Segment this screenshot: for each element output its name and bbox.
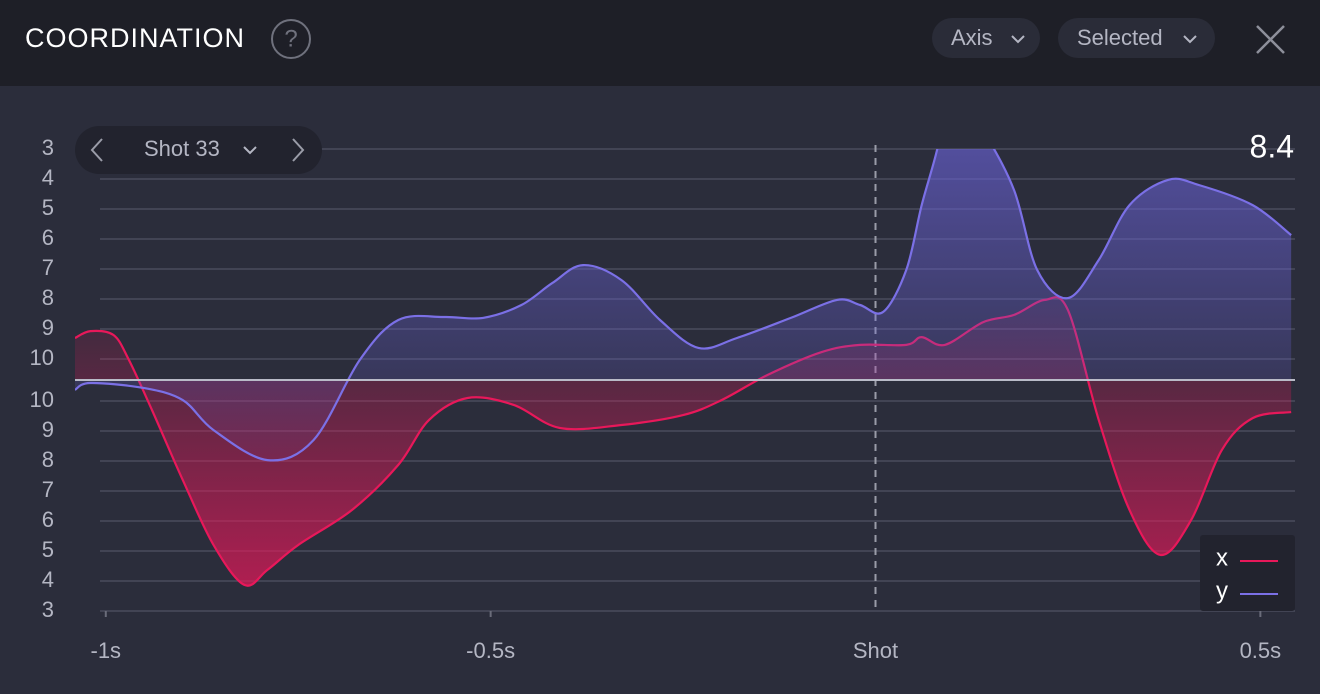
- y-tick-label: 10: [30, 345, 54, 370]
- series-layer: [75, 149, 1292, 587]
- legend-bg: [1200, 535, 1295, 611]
- shot-label: Shot 33: [144, 136, 220, 161]
- y-tick-label: 10: [30, 387, 54, 412]
- x-tick-label: Shot: [853, 638, 898, 663]
- series-line: [75, 149, 1292, 462]
- next-shot[interactable]: [292, 138, 305, 162]
- dropdown-bg: [1058, 18, 1215, 58]
- readout-value: 8.4: [1250, 128, 1294, 164]
- legend: xy: [1200, 535, 1295, 611]
- y-tick-label: 6: [42, 225, 54, 250]
- y-tick-label: 3: [42, 135, 54, 160]
- y-tick-label: 7: [42, 255, 54, 280]
- y-tick-label: 8: [42, 447, 54, 472]
- y-tick-label: 6: [42, 507, 54, 532]
- y-tick-label: 9: [42, 315, 54, 340]
- legend-label: y: [1216, 577, 1228, 604]
- dropdown-bg: [932, 18, 1040, 58]
- area-fill: [75, 149, 1292, 461]
- y-tick-label: 7: [42, 477, 54, 502]
- help-button[interactable]: ?: [271, 19, 311, 59]
- x-tick-label: -0.5s: [466, 638, 515, 663]
- y-tick-label: 4: [42, 567, 54, 592]
- y-tick-label: 3: [42, 597, 54, 622]
- selector-bg: [75, 126, 322, 174]
- x-tick-label: -1s: [91, 638, 122, 663]
- dropdown-label: Axis: [951, 25, 993, 50]
- axis-dropdown[interactable]: Axis: [932, 18, 1040, 58]
- x-tick-label: 0.5s: [1240, 638, 1282, 663]
- chevron-down: [1011, 35, 1025, 44]
- y-tick-label: 5: [42, 537, 54, 562]
- help-icon: ?: [284, 25, 297, 52]
- panel-title: COORDINATION: [25, 23, 245, 53]
- chevron-down: [243, 146, 257, 155]
- y-tick-label: 8: [42, 285, 54, 310]
- y-tick-label: 5: [42, 195, 54, 220]
- close-button[interactable]: [1256, 25, 1285, 54]
- legend-label: x: [1216, 544, 1228, 571]
- chevron-down: [1183, 35, 1197, 44]
- plot: 3 4 5 6 7 8 9 10 10 9 8 7 6 5 4 3 -1s -0.5s Shot 0.5s xy: [30, 135, 1295, 663]
- y-tick-label: 9: [42, 417, 54, 442]
- prev-shot[interactable]: [90, 138, 103, 162]
- selected-dropdown[interactable]: Selected: [1058, 18, 1215, 58]
- help-circle: [271, 19, 311, 59]
- dropdown-label: Selected: [1077, 25, 1163, 50]
- close-icon: [1256, 25, 1285, 54]
- shot-selector[interactable]: Shot 33: [75, 126, 322, 174]
- series-line: [75, 296, 1292, 587]
- y-tick-label: 4: [42, 165, 54, 190]
